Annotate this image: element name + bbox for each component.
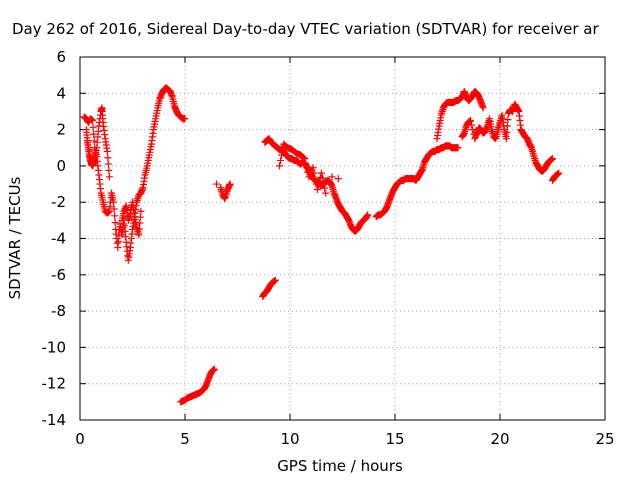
data-point: [468, 121, 476, 129]
x-tick-label: 15: [385, 430, 404, 448]
data-point: [103, 147, 111, 155]
data-point: [278, 151, 286, 159]
y-tick-label: -2: [51, 193, 66, 211]
data-point: [322, 189, 330, 197]
data-point: [319, 174, 327, 182]
y-tick-label: -8: [51, 302, 66, 320]
data-point: [279, 146, 287, 154]
data-point: [321, 184, 329, 192]
data-point: [135, 231, 143, 239]
data-point: [271, 276, 279, 284]
data-point: [90, 130, 98, 138]
chart-title: Day 262 of 2016, Sidereal Day-to-day VTE…: [12, 20, 599, 38]
data-point: [320, 179, 328, 187]
data-point: [181, 115, 189, 123]
data-point: [226, 180, 234, 188]
data-point: [136, 219, 144, 227]
data-point: [110, 198, 118, 206]
y-tick-label: 6: [56, 48, 66, 66]
data-point: [89, 117, 97, 125]
data-point: [110, 205, 118, 213]
tick-labels: 0 5 10 15 20 25 -14 -12 -10 -8 -6 -4 -2 0 2 4 6: [42, 48, 615, 448]
y-tick-label: -14: [42, 411, 67, 429]
y-axis-title: SDTVAR / TECUs: [6, 176, 24, 299]
data-points: [80, 84, 563, 406]
data-point: [136, 213, 144, 221]
x-tick-label: 0: [75, 430, 85, 448]
data-point: [104, 154, 112, 162]
data-point: [314, 181, 322, 189]
data-point: [277, 156, 285, 164]
data-point: [311, 175, 319, 183]
data-point: [318, 169, 325, 177]
data-point: [105, 166, 113, 174]
y-tick-label: 4: [56, 84, 66, 102]
data-point: [276, 162, 283, 170]
data-point: [105, 173, 113, 181]
data-point: [503, 128, 511, 136]
data-point: [313, 185, 321, 193]
y-tick-label: -6: [51, 266, 66, 284]
data-point: [300, 154, 308, 162]
data-point: [213, 180, 220, 188]
data-point: [503, 122, 511, 130]
data-point: [454, 144, 462, 152]
y-tick-label: -4: [51, 230, 66, 248]
data-point: [549, 155, 556, 163]
x-axis-title: GPS time / hours: [277, 457, 403, 475]
y-tick-label: -12: [42, 375, 67, 393]
x-tick-label: 10: [280, 430, 299, 448]
data-point: [90, 137, 98, 145]
data-point: [364, 211, 372, 219]
data-point: [111, 219, 119, 227]
data-point: [467, 117, 475, 125]
data-point: [555, 169, 563, 177]
data-point: [479, 104, 487, 112]
plot-border: [79, 56, 606, 421]
x-tick-label: 20: [490, 430, 509, 448]
data-point: [137, 207, 145, 215]
data-point: [309, 164, 317, 172]
grid: [80, 57, 605, 420]
data-point: [328, 173, 336, 181]
y-tick-label: 0: [56, 157, 66, 175]
data-point: [111, 212, 119, 220]
y-tick-label: 2: [56, 121, 66, 139]
data-point: [104, 160, 112, 168]
data-point: [502, 135, 510, 143]
data-point: [302, 159, 310, 167]
x-tick-label: 5: [180, 430, 190, 448]
data-point: [303, 164, 311, 172]
data-point: [135, 225, 143, 233]
data-point: [504, 116, 512, 124]
data-point: [315, 177, 323, 185]
data-point: [89, 123, 97, 131]
data-point: [114, 244, 122, 252]
data-point: [301, 155, 309, 163]
data-point: [114, 238, 122, 246]
x-tick-label: 25: [595, 430, 614, 448]
data-point: [310, 169, 318, 177]
plot-frame: [79, 56, 606, 421]
data-point: [334, 175, 342, 183]
data-point: [115, 232, 123, 240]
y-tick-label: -10: [42, 338, 67, 356]
data-point: [210, 365, 218, 373]
